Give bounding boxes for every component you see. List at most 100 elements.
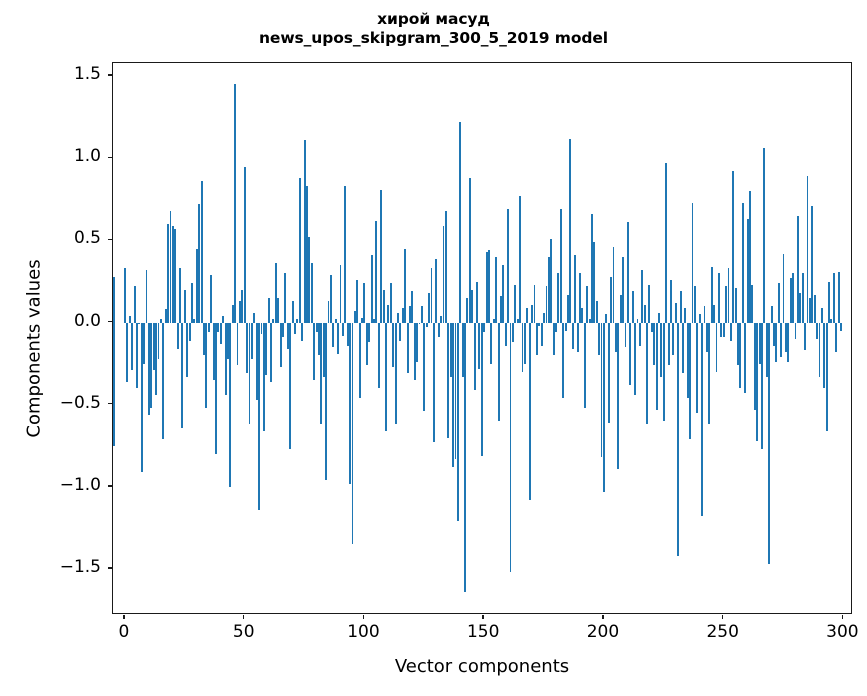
bar [282, 322, 284, 338]
bar [169, 210, 172, 323]
bar [315, 322, 318, 333]
bar [243, 166, 246, 323]
bar [840, 322, 842, 331]
bar [346, 322, 349, 346]
bar [113, 319, 115, 323]
bar [715, 322, 718, 372]
bar [624, 322, 627, 348]
bar [600, 322, 603, 458]
bar [397, 312, 399, 323]
bar [454, 322, 457, 459]
bar [823, 322, 826, 389]
bar [511, 322, 514, 343]
bar [514, 284, 517, 323]
bar [274, 263, 277, 323]
bar [368, 322, 371, 343]
bar [816, 322, 819, 339]
bar [550, 238, 553, 323]
bar [258, 322, 261, 510]
bar [401, 307, 404, 323]
bar [231, 304, 234, 323]
bar [253, 312, 256, 323]
bar [473, 322, 476, 390]
bar [317, 322, 320, 356]
bar [813, 294, 816, 323]
y-axis-tick-mark [107, 567, 112, 569]
y-axis-label: Components values [23, 259, 45, 438]
bar [677, 322, 680, 556]
bar [238, 301, 241, 323]
bar [684, 307, 687, 323]
x-axis-tick-label: 200 [586, 622, 620, 642]
bar [186, 322, 189, 377]
x-axis-tick-label: 0 [118, 622, 130, 642]
bar [298, 178, 301, 323]
bar [250, 322, 253, 359]
y-axis-tick-label: 1.0 [73, 146, 101, 167]
bar [270, 322, 272, 382]
bar [672, 322, 675, 356]
x-axis-tick-mark [243, 614, 245, 619]
bar [167, 224, 170, 323]
bar [155, 322, 158, 395]
bar [765, 322, 768, 377]
bar [452, 322, 454, 468]
bar [811, 205, 814, 323]
bar [775, 322, 778, 362]
bar [595, 301, 598, 323]
bar [784, 322, 787, 353]
bar [571, 322, 574, 349]
bar [191, 283, 193, 323]
bar [468, 178, 471, 323]
bar [689, 322, 692, 440]
bar [449, 322, 452, 377]
bar [428, 293, 431, 323]
bar [483, 322, 486, 333]
bar [552, 322, 555, 356]
bar [614, 322, 617, 353]
bar [332, 322, 335, 348]
bar [399, 322, 402, 341]
bar [241, 289, 244, 323]
bar [531, 304, 534, 323]
bar [682, 322, 684, 374]
bar [739, 322, 742, 389]
bar [818, 322, 821, 377]
bar [756, 322, 759, 441]
bar [576, 322, 579, 353]
bar [296, 319, 299, 323]
bar [150, 322, 153, 408]
bar [341, 322, 344, 336]
bar [516, 319, 519, 323]
bar [693, 286, 696, 323]
bar [377, 322, 380, 389]
bar [420, 306, 423, 323]
bar [593, 242, 596, 323]
bar [804, 322, 807, 351]
bar [306, 186, 308, 323]
bar [320, 322, 323, 425]
bar [375, 220, 378, 323]
bar [753, 322, 756, 410]
bar [248, 322, 251, 425]
x-axis-tick-label: 300 [826, 622, 859, 642]
bar [404, 248, 407, 323]
bar [828, 281, 830, 323]
bar [725, 286, 728, 323]
bar [461, 322, 464, 377]
bar [262, 322, 265, 431]
x-axis-tick-mark [602, 614, 604, 619]
bar [176, 322, 179, 349]
bar [533, 284, 536, 323]
y-axis-tick-mark [107, 156, 112, 159]
bar [667, 322, 670, 366]
bar [789, 278, 792, 323]
bar [389, 283, 392, 323]
bar [203, 322, 205, 356]
bar [792, 273, 795, 323]
bar [289, 322, 292, 450]
bar [349, 322, 352, 484]
bar [619, 294, 622, 323]
bar [358, 322, 361, 399]
bar [794, 322, 797, 339]
